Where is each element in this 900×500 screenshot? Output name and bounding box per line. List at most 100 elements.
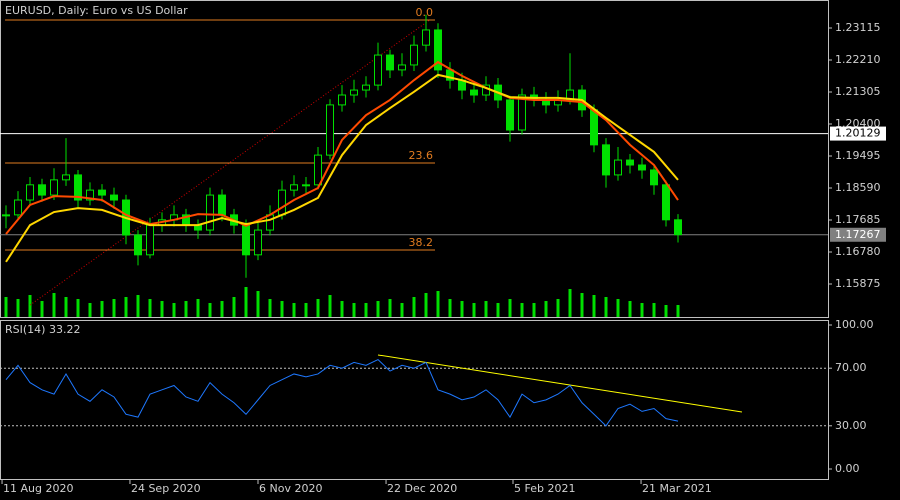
- moving-average: [5, 60, 679, 235]
- x-tick-label: 24 Sep 2020: [131, 482, 201, 495]
- y-tick-label: 1.18590: [835, 181, 881, 194]
- candle-body: [338, 94, 346, 106]
- x-tick-label: 22 Dec 2020: [387, 482, 457, 495]
- fib-trend-line: [29, 19, 430, 306]
- volume-bar: [568, 289, 572, 317]
- fib-label: 0.0: [416, 6, 434, 19]
- candle-body: [674, 219, 682, 236]
- candle-body: [602, 144, 610, 176]
- candle-body: [362, 84, 370, 91]
- price-label: 1.20129: [835, 127, 881, 140]
- volume-bar: [376, 301, 380, 317]
- rsi-frame: [0, 320, 829, 480]
- volume-bar: [352, 303, 356, 317]
- candle-body: [278, 189, 286, 216]
- x-tick-label: 5 Feb 2021: [514, 482, 575, 495]
- volume-bar: [664, 305, 668, 317]
- volume-bar: [16, 299, 20, 317]
- volume-bar: [532, 303, 536, 317]
- price-box: [830, 126, 886, 141]
- candle-body: [242, 224, 250, 256]
- candle-body: [386, 54, 394, 71]
- volume-bar: [508, 299, 512, 317]
- main-frame: [0, 0, 829, 318]
- volume-bar: [184, 301, 188, 317]
- rsi-trendline: [377, 354, 743, 413]
- candle-body: [614, 159, 622, 176]
- volume-bar: [100, 301, 104, 317]
- volume-bar: [232, 297, 236, 317]
- candle-body: [266, 214, 274, 231]
- candle-body: [254, 229, 262, 256]
- volume-bar: [472, 303, 476, 317]
- volume-bar: [676, 305, 680, 317]
- volume-bar: [28, 295, 32, 317]
- volume-bar: [292, 303, 296, 317]
- rsi-line: [5, 358, 679, 427]
- y-tick-label: 100.00: [835, 318, 874, 331]
- volume-bar: [460, 301, 464, 317]
- volume-bar: [448, 299, 452, 317]
- fib-label: 23.6: [409, 149, 434, 162]
- volume-bar: [196, 299, 200, 317]
- volume-bar: [280, 301, 284, 317]
- y-tick-label: 30.00: [835, 419, 867, 432]
- x-tick-label: 6 Nov 2020: [259, 482, 322, 495]
- candle-body: [26, 184, 34, 201]
- volume-bar: [628, 301, 632, 317]
- x-tick-label: 21 Mar 2021: [642, 482, 712, 495]
- volume-bar: [40, 301, 44, 317]
- y-tick-label: 1.16780: [835, 245, 881, 258]
- volume-bar: [148, 299, 152, 317]
- volume-bar: [436, 291, 440, 317]
- rsi-title: RSI(14) 33.22: [5, 323, 80, 336]
- volume-bar: [88, 303, 92, 317]
- volume-bar: [556, 299, 560, 317]
- volume-bar: [604, 297, 608, 317]
- y-tick-label: 0.00: [835, 462, 860, 475]
- candle-body: [146, 224, 154, 256]
- volume-bar: [616, 299, 620, 317]
- volume-bar: [304, 303, 308, 317]
- volume-bar: [208, 303, 212, 317]
- volume-bar: [544, 301, 548, 317]
- chart-title: EURUSD, Daily: Euro vs US Dollar: [5, 4, 188, 17]
- volume-bar: [52, 293, 56, 317]
- candle-body: [74, 174, 82, 201]
- volume-bar: [364, 303, 368, 317]
- candle-body: [506, 99, 514, 131]
- volume-bar: [172, 303, 176, 317]
- volume-bar: [412, 297, 416, 317]
- candle-body: [626, 159, 634, 166]
- volume-bar: [112, 299, 116, 317]
- candle-body: [470, 89, 478, 96]
- x-tick-label: 11 Aug 2020: [3, 482, 73, 495]
- candle-body: [518, 94, 526, 131]
- volume-bar: [652, 303, 656, 317]
- candle-body: [2, 214, 10, 217]
- y-tick-label: 70.00: [835, 361, 867, 374]
- volume-bar: [64, 297, 68, 317]
- candle-body: [218, 194, 226, 216]
- candle-body: [110, 194, 118, 201]
- volume-bar: [580, 293, 584, 317]
- moving-average: [5, 73, 679, 263]
- volume-bar: [4, 297, 8, 317]
- y-tick-label: 1.15875: [835, 277, 881, 290]
- volume-bar: [640, 303, 644, 317]
- y-tick-label: 1.21305: [835, 85, 881, 98]
- volume-bar: [124, 297, 128, 317]
- candle-body: [98, 189, 106, 196]
- volume-bar: [244, 287, 248, 317]
- candle-body: [650, 169, 658, 186]
- candle-body: [374, 54, 382, 86]
- candle-body: [398, 64, 406, 71]
- volume-bar: [220, 301, 224, 317]
- y-tick-label: 1.19495: [835, 149, 881, 162]
- volume-bar: [136, 295, 140, 317]
- volume-bar: [424, 293, 428, 317]
- candle-body: [434, 29, 442, 71]
- candle-body: [302, 184, 310, 187]
